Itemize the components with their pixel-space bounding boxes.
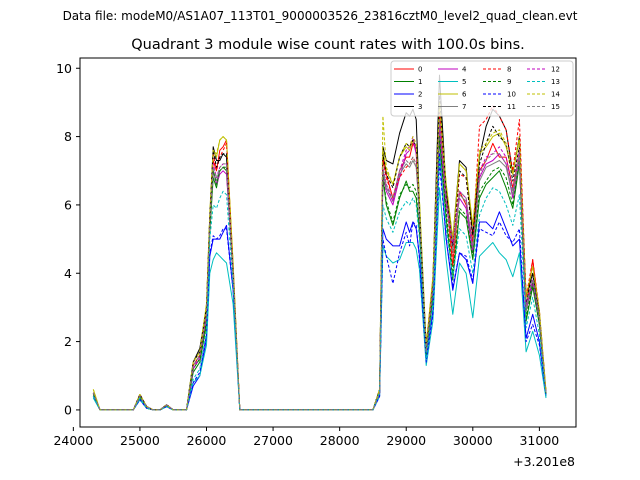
x-tick-label: 31000	[519, 433, 559, 448]
legend-label-5: 5	[462, 78, 466, 86]
legend-label-8: 8	[507, 66, 511, 74]
y-tick-label: 2	[64, 334, 72, 349]
x-tick-label: 30000	[453, 433, 493, 448]
y-tick-label: 10	[56, 61, 72, 76]
chart-title: Quadrant 3 module wise count rates with …	[131, 37, 525, 53]
series-line-14	[92, 101, 547, 411]
series-line-5	[92, 187, 547, 411]
x-tick-label: 29000	[386, 433, 426, 448]
series-line-12	[92, 122, 547, 411]
legend-label-14: 14	[551, 91, 560, 99]
x-tick-label: 26000	[187, 433, 227, 448]
legend-label-2: 2	[418, 91, 422, 99]
legend-label-7: 7	[462, 103, 466, 111]
legend-label-4: 4	[462, 66, 467, 74]
x-tick-label: 24000	[53, 433, 93, 448]
legend-label-9: 9	[507, 78, 511, 86]
series-line-3	[92, 74, 547, 411]
legend-label-0: 0	[418, 66, 422, 74]
series-line-6	[92, 101, 547, 411]
legend-box	[390, 60, 574, 117]
y-tick-label: 6	[64, 197, 72, 212]
series-line-9	[92, 136, 547, 411]
axes-frame	[79, 57, 577, 428]
ticks-group: 24000 25000 26000 27000 28000 29000 30000 31000…	[53, 61, 559, 448]
legend-label-10: 10	[507, 91, 516, 99]
series-line-8	[92, 105, 547, 411]
x-tick-label: 28000	[320, 433, 360, 448]
series-line-15	[92, 119, 547, 411]
y-tick-label: 4	[64, 266, 72, 281]
x-tick-label: 27000	[253, 433, 293, 448]
x-tick-label: 25000	[120, 433, 160, 448]
y-tick-label: 0	[64, 402, 72, 417]
legend-label-13: 13	[551, 78, 560, 86]
chart-suptitle: Data file: modeM0/AS1A07_113T01_90000035…	[63, 9, 578, 23]
legend-label-15: 15	[551, 103, 560, 111]
legend-label-3: 3	[418, 103, 422, 111]
y-tick-label: 8	[64, 129, 72, 144]
series-group	[92, 74, 547, 411]
series-line-0	[92, 115, 547, 411]
legend-label-1: 1	[418, 78, 422, 86]
legend-label-11: 11	[507, 103, 516, 111]
legend-label-6: 6	[462, 91, 467, 99]
legend-label-12: 12	[551, 66, 560, 74]
x-offset-label: +3.201e8	[513, 454, 575, 469]
series-line-11	[92, 95, 547, 411]
